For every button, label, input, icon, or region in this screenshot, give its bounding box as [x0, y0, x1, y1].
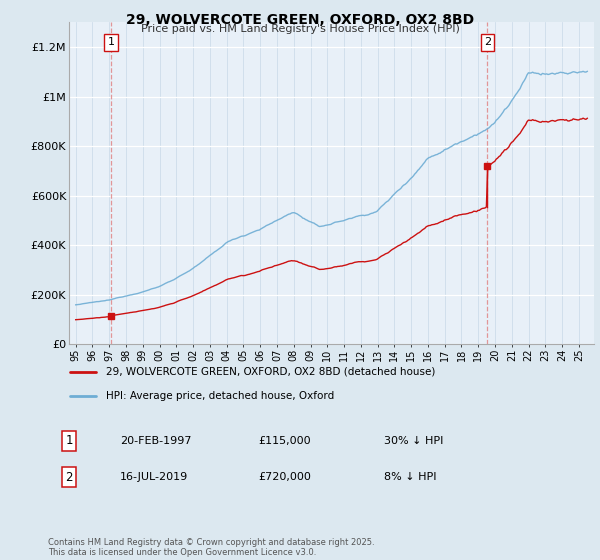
Text: 30% ↓ HPI: 30% ↓ HPI	[384, 436, 443, 446]
Text: 8% ↓ HPI: 8% ↓ HPI	[384, 472, 437, 482]
Text: 20-FEB-1997: 20-FEB-1997	[120, 436, 191, 446]
Text: 2: 2	[484, 37, 491, 47]
Text: Price paid vs. HM Land Registry's House Price Index (HPI): Price paid vs. HM Land Registry's House …	[140, 24, 460, 34]
Text: £720,000: £720,000	[258, 472, 311, 482]
Text: £115,000: £115,000	[258, 436, 311, 446]
Text: HPI: Average price, detached house, Oxford: HPI: Average price, detached house, Oxfo…	[106, 390, 334, 400]
Text: 1: 1	[108, 37, 115, 47]
Text: 29, WOLVERCOTE GREEN, OXFORD, OX2 8BD (detached house): 29, WOLVERCOTE GREEN, OXFORD, OX2 8BD (d…	[106, 367, 435, 377]
Text: 1: 1	[65, 434, 73, 447]
Text: 16-JUL-2019: 16-JUL-2019	[120, 472, 188, 482]
Text: 29, WOLVERCOTE GREEN, OXFORD, OX2 8BD: 29, WOLVERCOTE GREEN, OXFORD, OX2 8BD	[126, 13, 474, 27]
Text: 2: 2	[65, 470, 73, 484]
Text: Contains HM Land Registry data © Crown copyright and database right 2025.
This d: Contains HM Land Registry data © Crown c…	[48, 538, 374, 557]
